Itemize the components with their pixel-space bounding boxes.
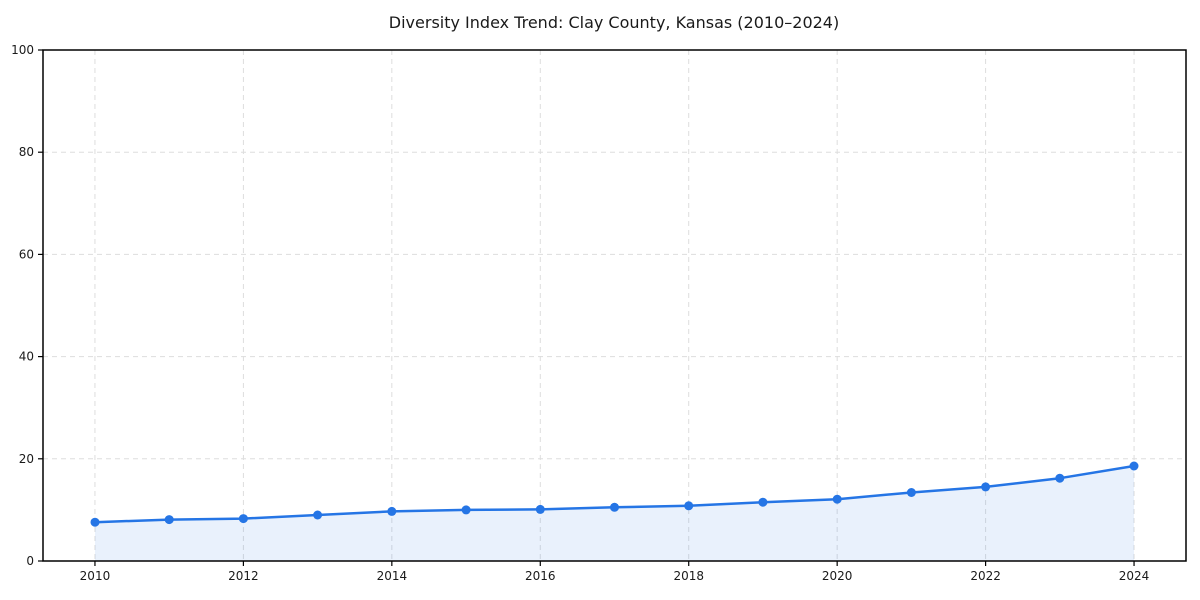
plot-frame: [42, 49, 1187, 562]
data-point: [758, 497, 768, 507]
y-axis-tick-label: 0: [26, 554, 34, 568]
data-point: [981, 482, 991, 492]
data-point: [1129, 461, 1139, 471]
data-point: [906, 488, 916, 497]
chart-title: Diversity Index Trend: Clay County, Kans…: [388, 13, 840, 32]
y-axis-tick-label: 40: [19, 350, 34, 364]
x-axis-tick-label: 2014: [377, 569, 408, 583]
x-axis-tick-label: 2010: [80, 569, 111, 583]
data-point: [238, 514, 248, 524]
x-axis-tick-label: 2024: [1119, 569, 1150, 583]
x-axis-tick-label: 2018: [673, 569, 704, 583]
data-point: [387, 506, 397, 516]
data-point: [461, 505, 471, 515]
area-fill: [95, 466, 1134, 561]
data-point: [90, 517, 100, 527]
data-point: [164, 515, 174, 525]
y-axis-tick-label: 60: [19, 247, 34, 261]
x-axis-tick-label: 2016: [525, 569, 556, 583]
y-axis-tick-label: 100: [11, 43, 34, 57]
x-axis-tick-label: 2022: [970, 569, 1001, 583]
data-point: [535, 504, 545, 514]
data-point: [313, 510, 323, 520]
y-axis-tick-label: 80: [19, 145, 34, 159]
x-axis-tick-label: 2012: [228, 569, 259, 583]
x-axis-tick-label: 2020: [822, 569, 853, 583]
data-point: [1055, 473, 1065, 483]
y-axis-tick-label: 20: [19, 452, 34, 466]
data-point: [832, 494, 842, 504]
data-point: [610, 502, 619, 512]
data-point: [684, 501, 694, 511]
